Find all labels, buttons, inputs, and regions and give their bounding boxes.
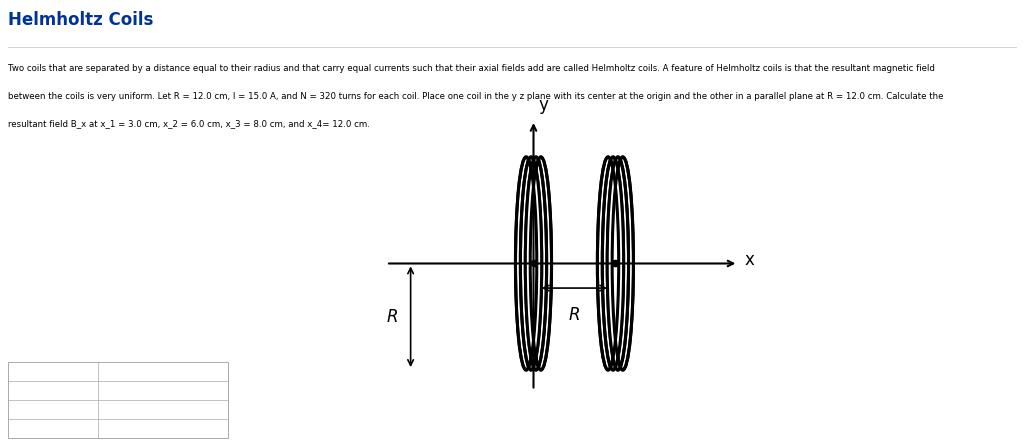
Text: 0.03596 T: 0.03596 T <box>104 385 154 396</box>
FancyBboxPatch shape <box>8 362 228 438</box>
Text: 0.031833 T: 0.031833 T <box>104 366 160 377</box>
Text: R: R <box>568 306 581 324</box>
Ellipse shape <box>525 158 542 369</box>
Text: y: y <box>539 95 548 114</box>
Ellipse shape <box>607 158 624 369</box>
Text: 0.02895 T: 0.02895 T <box>104 404 154 415</box>
Text: $B_x|$ at $x_1$:: $B_x|$ at $x_1$: <box>11 365 56 378</box>
Text: x: x <box>744 251 755 269</box>
Text: between the coils is very uniform. Let R = 12.0 cm, I = 15.0 A, and N = 320 turn: between the coils is very uniform. Let R… <box>8 92 944 101</box>
Text: $B_x|$ at $x_4$:: $B_x|$ at $x_4$: <box>11 422 56 436</box>
Text: resultant field B_x at x_1 = 3.0 cm, x_2 = 6.0 cm, x_3 = 8.0 cm, and x_4= 12.0 c: resultant field B_x at x_1 = 3.0 cm, x_2… <box>8 119 370 128</box>
Text: Two coils that are separated by a distance equal to their radius and that carry : Two coils that are separated by a distan… <box>8 64 935 73</box>
Text: 0.01777 T: 0.01777 T <box>104 424 154 434</box>
Text: Helmholtz Coils: Helmholtz Coils <box>8 11 154 29</box>
Text: $B_x|$ at $x_3$:: $B_x|$ at $x_3$: <box>11 403 56 416</box>
Text: $B_x|$ at $x_2$:: $B_x|$ at $x_2$: <box>11 384 56 397</box>
Text: R: R <box>387 308 398 326</box>
